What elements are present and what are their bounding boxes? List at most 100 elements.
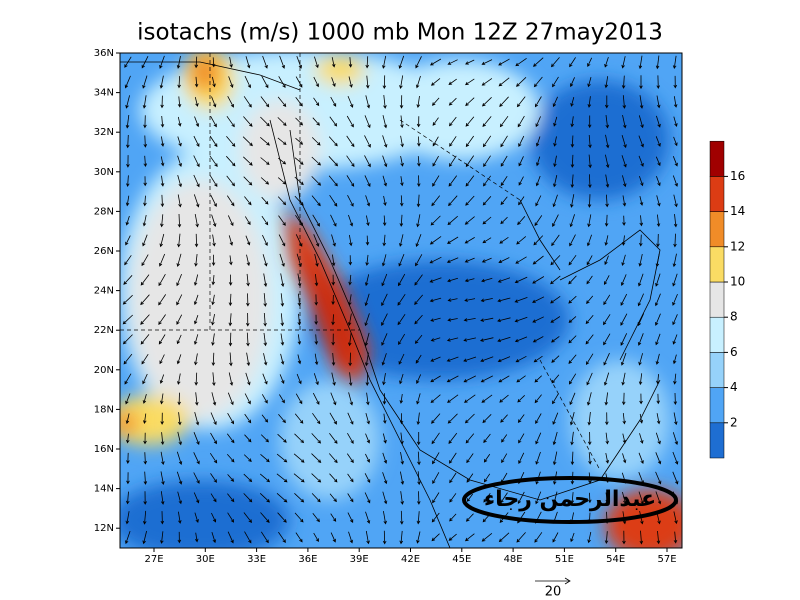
wind-arrow xyxy=(516,532,526,543)
wind-arrow xyxy=(570,77,575,88)
wind-arrow xyxy=(535,136,541,147)
colorbar-segment xyxy=(709,316,725,353)
wind-arrow xyxy=(194,233,199,248)
wind-arrow xyxy=(140,314,150,325)
lon-label: 48E xyxy=(504,554,523,565)
wind-arrow xyxy=(482,216,492,225)
wind-arrow xyxy=(568,254,577,266)
wind-arrow xyxy=(159,75,164,89)
wind-arrow xyxy=(605,194,609,208)
colorbar-label: 4 xyxy=(730,380,738,394)
wind-arrow xyxy=(552,431,558,446)
wind-arrow xyxy=(260,453,270,463)
wind-arrow xyxy=(622,453,627,464)
wind-arrow xyxy=(329,493,337,503)
wind-arrow xyxy=(330,513,337,522)
wind-arrow xyxy=(194,512,199,524)
wind-arrow xyxy=(550,295,561,304)
wind-arrow xyxy=(311,156,321,166)
wind-arrow xyxy=(446,337,459,342)
wind-arrow xyxy=(312,512,320,523)
wind-arrow xyxy=(124,56,132,68)
wind-arrow xyxy=(211,294,215,306)
wind-arrow xyxy=(364,135,371,148)
wind-arrow xyxy=(142,373,148,385)
wind-arrow xyxy=(383,95,387,109)
wind-arrow xyxy=(620,333,628,346)
wind-arrow xyxy=(243,512,253,523)
wind-arrow xyxy=(673,511,678,525)
wind-arrow xyxy=(312,117,320,126)
wind-arrow xyxy=(211,96,217,108)
wind-arrow xyxy=(176,451,183,466)
wind-arrow xyxy=(637,333,644,346)
wind-arrow xyxy=(177,194,182,208)
wind-arrow xyxy=(622,195,627,207)
wind-arrow xyxy=(673,233,677,248)
wind-arrow xyxy=(311,137,321,146)
wind-arrow xyxy=(143,413,147,425)
wind-arrow xyxy=(348,372,353,387)
wind-arrow xyxy=(569,392,576,406)
wind-arrow xyxy=(570,96,575,107)
wind-arrow xyxy=(348,214,354,227)
lat-label: 24N xyxy=(94,286,114,297)
wind-arrow xyxy=(672,334,678,345)
wind-arrow xyxy=(126,155,130,168)
wind-arrow xyxy=(242,136,253,147)
wind-arrow xyxy=(346,115,354,128)
wind-arrow xyxy=(586,392,592,406)
wind-arrow xyxy=(587,194,592,208)
wind-arrow xyxy=(483,155,491,167)
wind-arrow xyxy=(193,135,200,148)
wind-arrow xyxy=(673,116,678,128)
wind-arrow xyxy=(382,433,387,444)
wind-arrow xyxy=(480,356,494,362)
wind-arrow xyxy=(429,58,442,66)
wind-arrow xyxy=(465,135,475,148)
wind-arrow xyxy=(294,176,304,186)
wind-arrow xyxy=(481,78,493,86)
wind-arrow xyxy=(638,452,644,464)
wind-arrow xyxy=(416,116,421,128)
wind-arrow xyxy=(277,117,287,126)
wind-arrow xyxy=(296,55,302,69)
wind-arrow xyxy=(672,175,678,187)
wind-arrow xyxy=(656,214,661,228)
wind-arrow xyxy=(639,95,644,109)
wind-arrow xyxy=(277,433,287,443)
wind-arrow xyxy=(347,412,354,425)
wind-arrow xyxy=(261,394,268,404)
wind-arrow xyxy=(331,77,336,87)
wind-arrow xyxy=(447,394,459,403)
wind-arrow xyxy=(177,213,182,228)
wind-arrow xyxy=(621,235,626,246)
wind-arrow xyxy=(125,195,130,207)
colorbar-segment xyxy=(709,246,725,283)
wind-arrow xyxy=(431,195,441,207)
wind-arrow xyxy=(125,530,131,545)
wind-arrow xyxy=(588,492,592,504)
wind-arrow xyxy=(347,473,354,483)
wind-arrow xyxy=(160,432,165,446)
wind-arrow xyxy=(400,452,404,465)
wind-arrow xyxy=(124,255,132,266)
wind-arrow xyxy=(514,336,528,343)
plot-frame xyxy=(119,52,683,549)
wind-arrow xyxy=(294,493,305,503)
wind-arrow xyxy=(604,392,609,406)
wind-arrow xyxy=(294,512,304,523)
wind-arrow xyxy=(499,394,509,403)
wind-arrow xyxy=(568,295,577,304)
wind-arrow xyxy=(399,75,404,90)
wind-arrow xyxy=(314,334,319,345)
wind-arrow xyxy=(588,154,592,169)
wind-arrow xyxy=(245,235,251,246)
wind-arrow xyxy=(430,375,441,383)
wind-arrow xyxy=(568,316,577,323)
wind-arrow xyxy=(465,513,474,522)
wind-arrow xyxy=(365,56,370,69)
wind-arrow xyxy=(279,253,285,267)
wind-arrow xyxy=(430,394,441,404)
wind-arrow xyxy=(365,412,370,425)
